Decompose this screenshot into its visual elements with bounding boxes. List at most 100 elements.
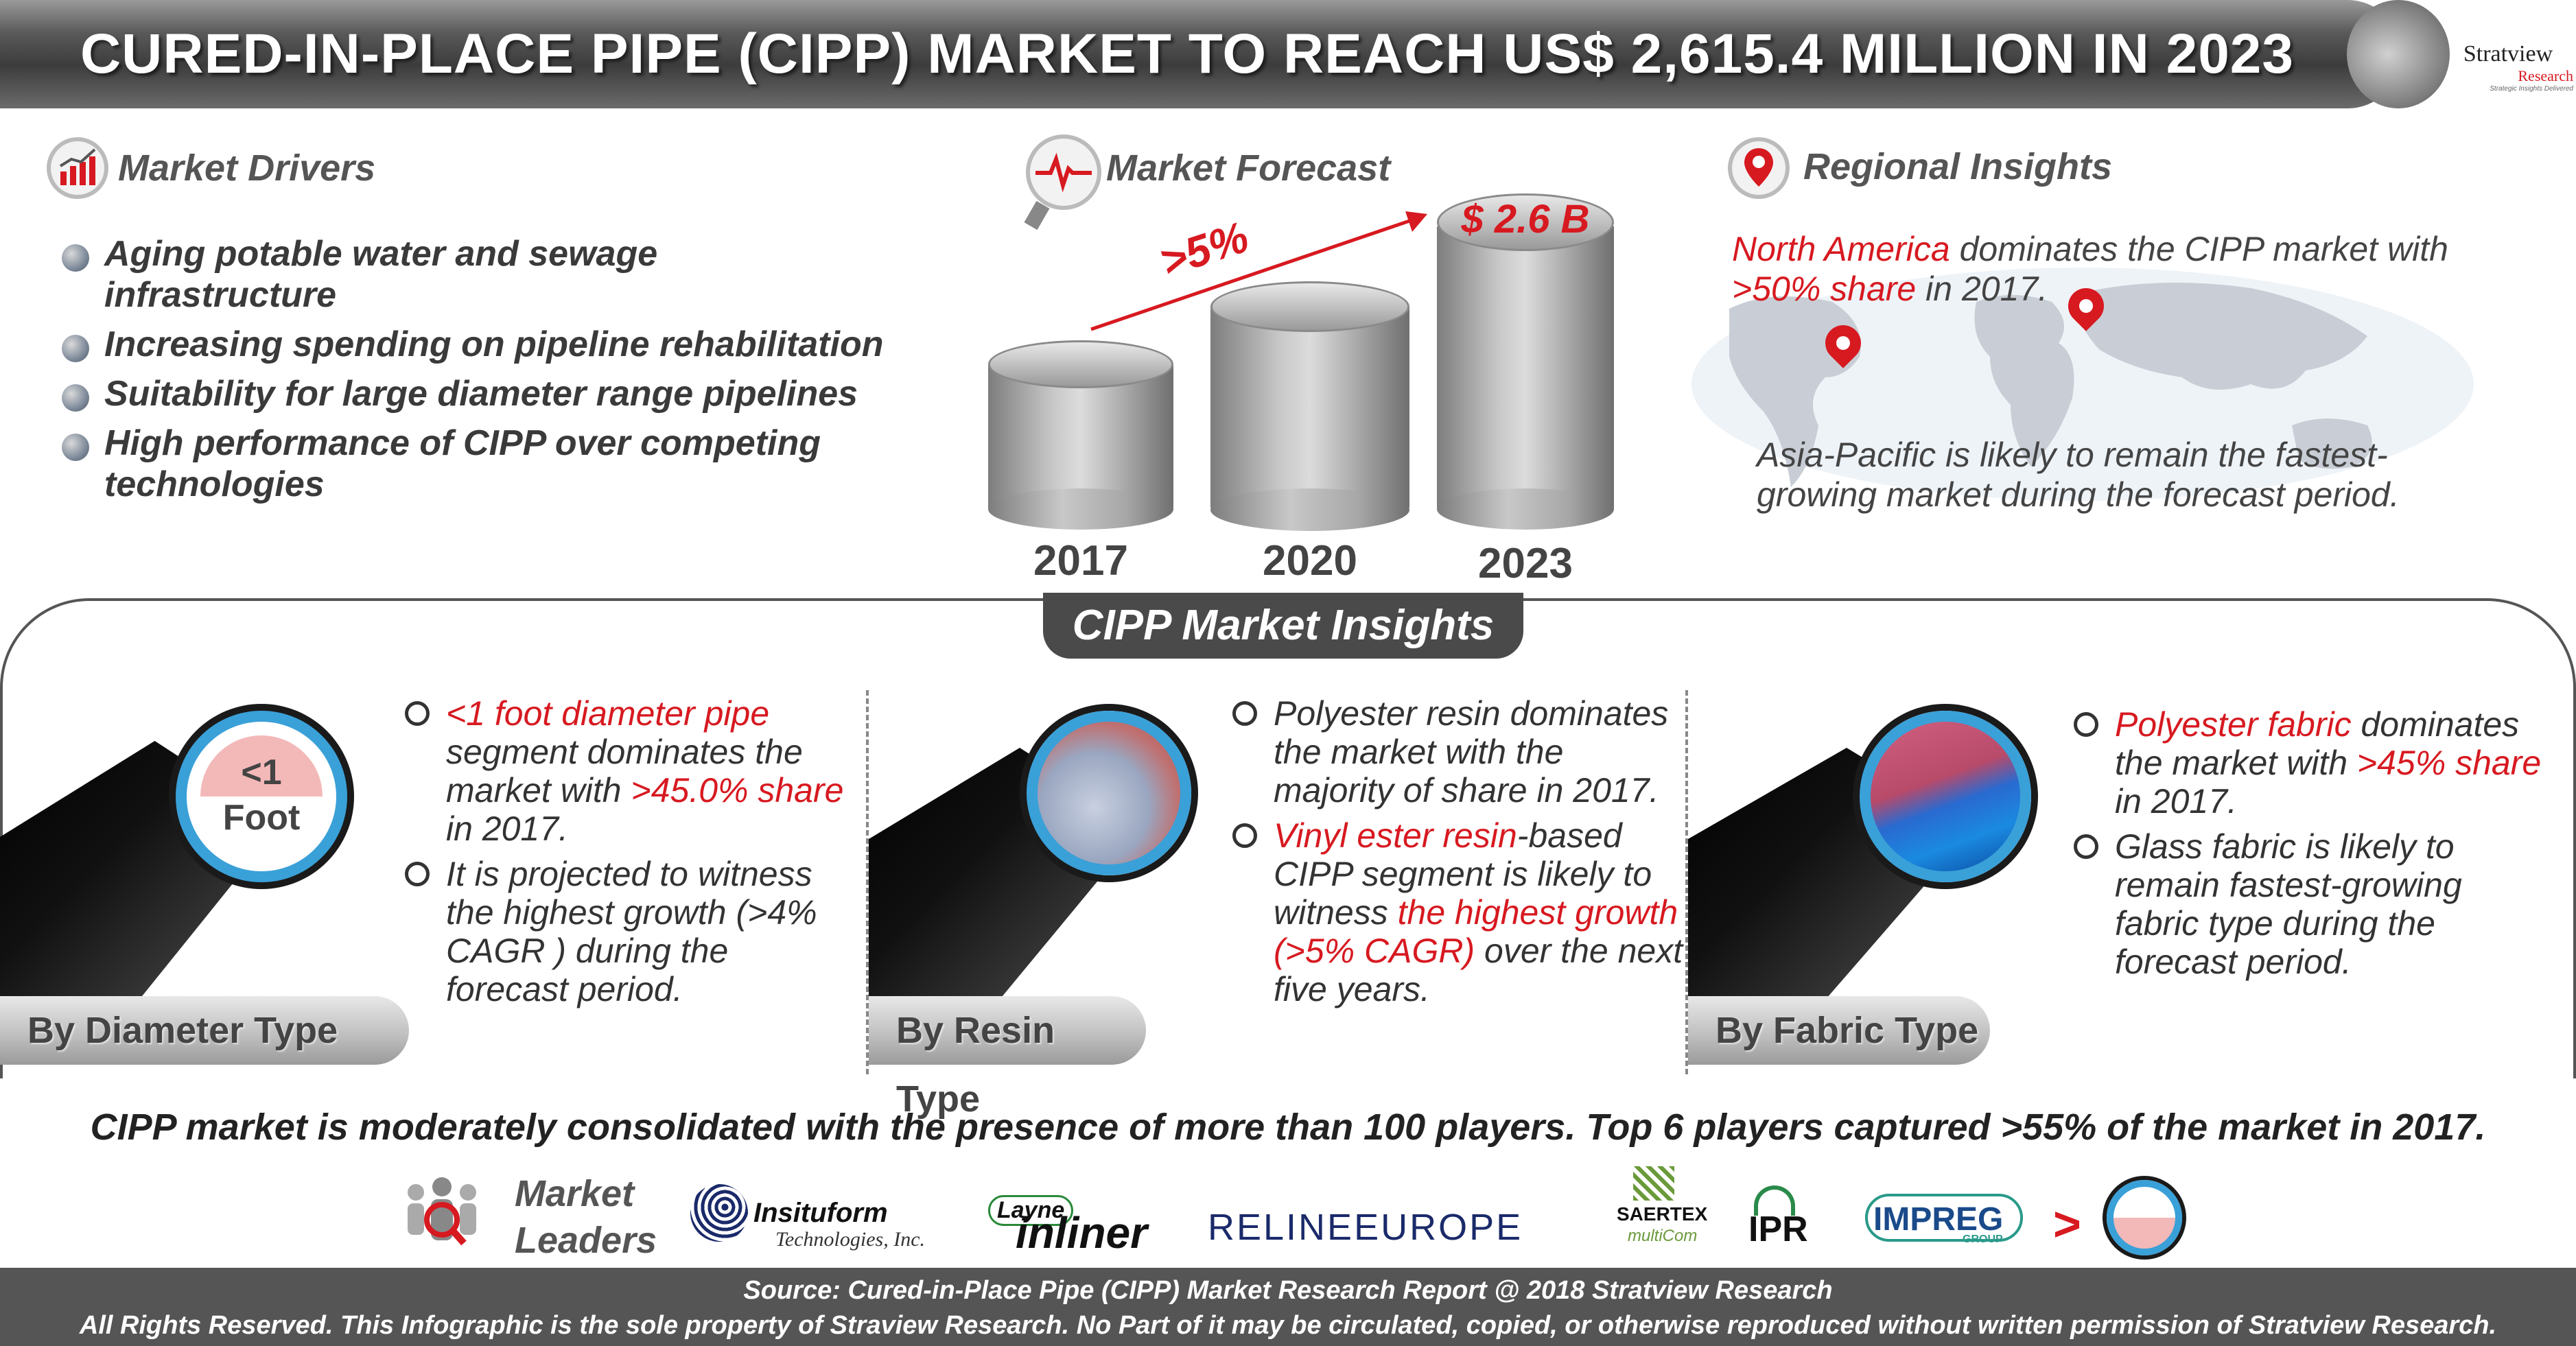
regional-heading: Regional Insights (1803, 146, 2113, 187)
footer-source: Source: Cured-in-Place Pipe (CIPP) Marke… (743, 1276, 1833, 1305)
insight-highlight: >45% share (2356, 744, 2542, 782)
bullet-circle-icon (2074, 712, 2098, 737)
insight-highlight: the highest growth (>5% CAGR) (1274, 893, 1678, 970)
more-players-arrow: > (2053, 1197, 2081, 1251)
insight-text: -based CIPP segment is likely to witness (1274, 816, 1652, 932)
year-label-2017: 2017 (1033, 537, 1128, 585)
insight-item: Vinyl ester resin-based CIPP segment is … (1232, 816, 1685, 1008)
year-label-2023: 2023 (1478, 540, 1573, 587)
tab-fabric-type[interactable]: By Fabric Type (1688, 996, 1990, 1065)
cylinder-2020-base (1210, 488, 1409, 531)
pipe-label-bottom: Foot (222, 798, 301, 838)
leaders-group-icon (401, 1172, 483, 1254)
tab-diameter-type[interactable]: By Diameter Type (0, 996, 409, 1065)
year-label-2020: 2020 (1263, 537, 1357, 585)
consolidation-statement: CIPP market is moderately consolidated w… (90, 1107, 2486, 1148)
company-saertex: SAERTEX (1617, 1203, 1708, 1225)
insight-highlight: >45.0% share (631, 771, 844, 810)
cylinder-2017-top (988, 340, 1173, 388)
share-highlight: >50% share (1732, 270, 1917, 308)
insights-title: CIPP Market Insights (1043, 593, 1523, 659)
company-impreg-sub: GROUP (1963, 1233, 2003, 1245)
company-impreg: IMPREG (1873, 1201, 2004, 1238)
insituform-logo-icon (690, 1184, 748, 1242)
pipe-diameter-icon: <1 Foot (176, 711, 347, 882)
cylinder-2023-body (1437, 226, 1614, 508)
stratview-logo: Stratview Research Strategic Insights De… (2443, 12, 2573, 95)
insight-text: Polyester resin dominates the market wit… (1274, 694, 1669, 810)
insight-text: It is projected to witness the highest g… (446, 855, 817, 1008)
company-insituform-sub: Technologies, Inc. (775, 1228, 926, 1251)
insight-item: Polyester resin dominates the market wit… (1232, 694, 1685, 810)
divider (1685, 690, 1688, 1074)
insight-text: over the next five years. (1274, 932, 1683, 1008)
regional-text-part: dominates the CIPP market with (1949, 230, 2448, 268)
bullet-circle-icon (2074, 834, 2098, 859)
insight-highlight: <1 foot diameter pipe (446, 694, 770, 733)
resin-pipe-icon (1027, 711, 1191, 875)
insight-highlight: Polyester fabric (2115, 705, 2352, 744)
page-title: CURED-IN-PLACE PIPE (CIPP) MARKET TO REA… (80, 23, 2295, 85)
regional-text-2: Asia-Pacific is likely to remain the fas… (1757, 436, 2400, 514)
leaders-label-line: Market (515, 1173, 635, 1214)
diameter-insights: <1 foot diameter pipe segment dominates … (405, 694, 858, 1015)
more-players-icon (2107, 1180, 2182, 1255)
cylinder-2023-base (1437, 488, 1614, 530)
impreg-logo-ring (1865, 1194, 2023, 1242)
driver-item: Aging potable water and sewage infrastru… (104, 234, 658, 315)
cylinder-2020-top (1210, 281, 1409, 332)
region-highlight: North America (1732, 230, 1950, 268)
company-inliner: inliner (1016, 1208, 1148, 1258)
footer: Source: Cured-in-Place Pipe (CIPP) Marke… (0, 1268, 2576, 1346)
driver-item: Increasing spending on pipeline rehabili… (104, 324, 884, 364)
fabric-insights: Polyester fabric dominates the market wi… (2074, 705, 2554, 988)
drivers-heading: Market Drivers (118, 147, 376, 189)
insight-item: Polyester fabric dominates the market wi… (2074, 705, 2554, 820)
insight-highlight: Vinyl ester resin (1274, 816, 1517, 855)
bullet-circle-icon (1232, 823, 1257, 848)
forecast-heading: Market Forecast (1106, 147, 1391, 189)
resin-insights: Polyester resin dominates the market wit… (1232, 694, 1685, 1015)
bar-chart-icon (47, 137, 108, 199)
leaders-label-line: Leaders (515, 1220, 657, 1261)
company-ipr: IPR (1748, 1209, 1808, 1249)
insight-text: in 2017. (2115, 782, 2237, 820)
bullet-circle-icon (405, 862, 430, 886)
bullet-icon (62, 335, 89, 362)
logo-name: Stratview (2463, 41, 2553, 67)
regional-text-part: in 2017. (1916, 270, 2048, 308)
cylinder-2023-top (1437, 193, 1614, 251)
title-banner (0, 0, 2402, 108)
saertex-logo-icon (1633, 1166, 1674, 1201)
logo-sub: Research (2518, 67, 2573, 84)
ipr-logo-icon (1754, 1185, 1795, 1216)
insight-item: <1 foot diameter pipe segment dominates … (405, 694, 858, 848)
company-saertex-sub: multiCom (1628, 1227, 1698, 1245)
growth-arrow (1090, 211, 1427, 331)
regional-text-1: North America dominates the CIPP market … (1732, 229, 2528, 309)
company-reline-europe: RELINEEUROPE (1208, 1207, 1523, 1248)
insight-text: segment dominates the market with (446, 733, 803, 810)
insight-text: Glass fabric is likely to remain fastest… (2115, 827, 2462, 981)
insight-item: Glass fabric is likely to remain fastest… (2074, 827, 2554, 981)
divider (866, 690, 869, 1074)
bullet-circle-icon (405, 701, 430, 726)
logo-tagline: Strategic Insights Delivered (2490, 85, 2573, 93)
leaders-label: Market Leaders (515, 1170, 657, 1264)
company-insituform: Insituform (753, 1198, 888, 1228)
bullet-circle-icon (1232, 701, 1257, 726)
location-pin-icon (1728, 137, 1790, 199)
insight-text: in 2017. (446, 810, 568, 848)
fabric-pipe-icon (1860, 711, 2031, 882)
insight-item: It is projected to witness the highest g… (405, 855, 858, 1008)
bullet-icon (62, 384, 89, 412)
tab-resin-type[interactable]: By Resin Type (869, 996, 1146, 1120)
driver-item: High performance of CIPP over competing … (104, 423, 821, 504)
driver-item: Suitability for large diameter range pip… (104, 374, 858, 414)
title-banner-cap (2347, 0, 2450, 108)
company-layne: Layne (988, 1195, 1074, 1226)
cylinder-2017-base (988, 488, 1173, 530)
footer-rights: All Rights Reserved. This Infographic is… (79, 1311, 2497, 1340)
bullet-icon (62, 244, 89, 272)
insight-text: dominates the market with (2115, 705, 2520, 782)
